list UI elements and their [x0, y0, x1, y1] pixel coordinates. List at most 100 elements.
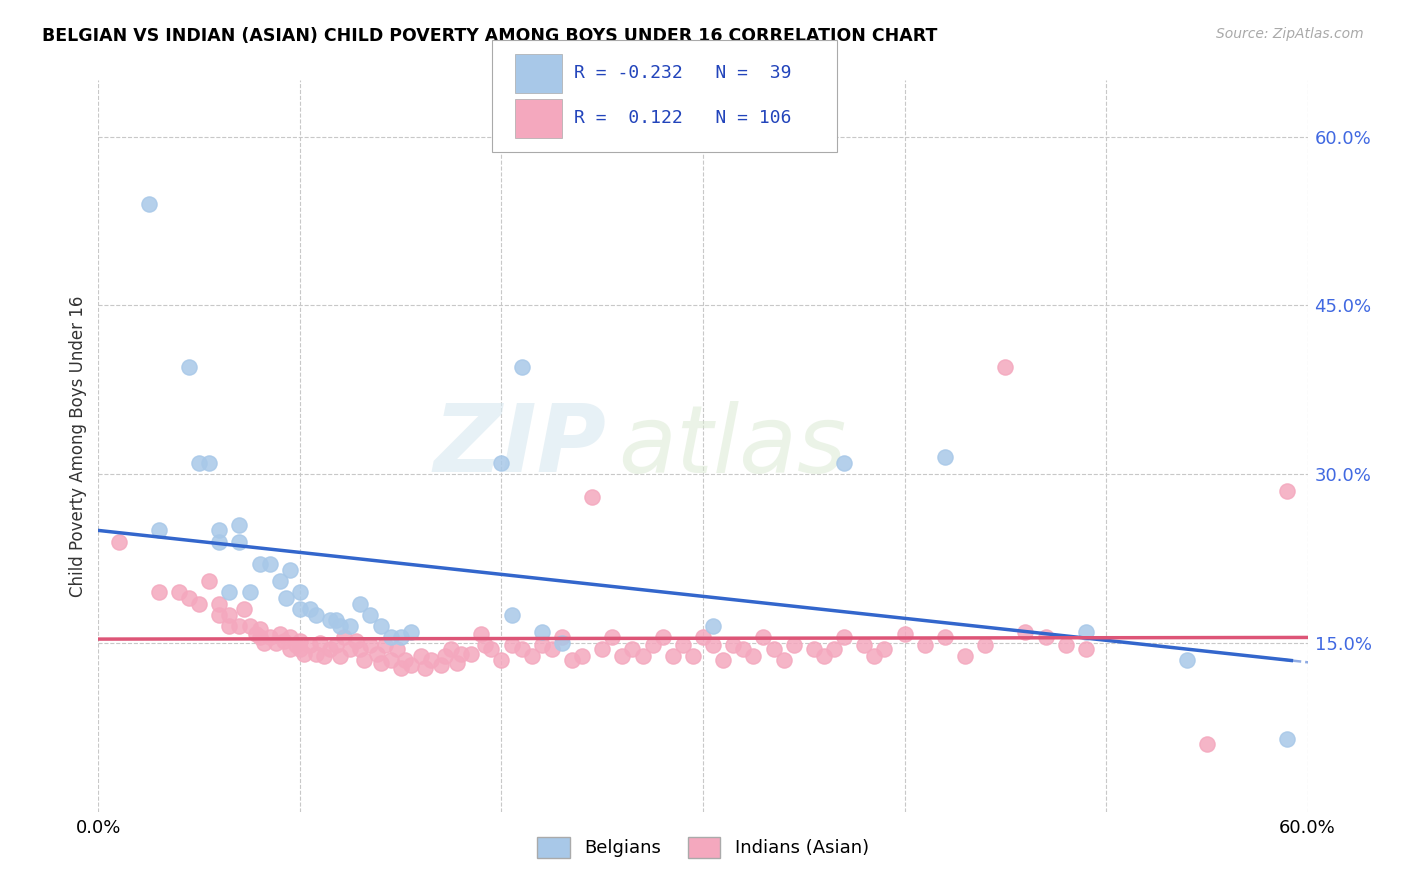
Point	[551, 636, 574, 650]
Point	[239, 585, 262, 599]
Point	[450, 647, 472, 661]
Point	[934, 630, 956, 644]
Point	[339, 641, 361, 656]
Point	[934, 450, 956, 465]
Point	[551, 630, 574, 644]
Point	[349, 597, 371, 611]
Point	[349, 641, 371, 656]
Point	[641, 638, 664, 652]
Point	[571, 649, 593, 664]
Point	[474, 638, 496, 652]
Text: atlas: atlas	[619, 401, 846, 491]
Point	[420, 653, 443, 667]
Point	[198, 456, 221, 470]
Point	[249, 623, 271, 637]
Point	[1074, 624, 1097, 639]
Point	[723, 638, 745, 652]
Point	[853, 638, 876, 652]
Point	[232, 602, 254, 616]
Point	[1074, 641, 1097, 656]
Point	[179, 591, 201, 605]
Point	[711, 653, 734, 667]
Point	[299, 638, 322, 652]
Point	[344, 633, 367, 648]
Point	[249, 557, 271, 571]
Text: R = -0.232   N =  39: R = -0.232 N = 39	[574, 64, 792, 82]
Point	[239, 619, 262, 633]
Point	[278, 563, 301, 577]
Point	[167, 585, 190, 599]
Point	[692, 630, 714, 644]
Point	[783, 638, 806, 652]
Point	[274, 591, 297, 605]
Point	[269, 627, 291, 641]
Point	[631, 649, 654, 664]
Point	[682, 649, 704, 664]
Point	[218, 585, 240, 599]
Point	[278, 641, 301, 656]
Point	[288, 641, 311, 656]
Point	[762, 641, 785, 656]
Point	[188, 597, 211, 611]
Point	[651, 630, 673, 644]
Point	[530, 624, 553, 639]
Point	[612, 649, 634, 664]
Point	[399, 658, 422, 673]
Point	[832, 456, 855, 470]
Point	[259, 557, 281, 571]
Point	[953, 649, 976, 664]
Point	[188, 456, 211, 470]
Point	[253, 636, 276, 650]
Point	[481, 641, 503, 656]
Point	[380, 630, 402, 644]
Point	[661, 649, 683, 664]
Point	[460, 647, 482, 661]
Point	[602, 630, 624, 644]
Point	[288, 633, 311, 648]
Point	[994, 360, 1017, 375]
Point	[374, 638, 396, 652]
Point	[228, 534, 250, 549]
Point	[305, 647, 328, 661]
Point	[1035, 630, 1057, 644]
Point	[329, 619, 352, 633]
Point	[288, 602, 311, 616]
Point	[873, 641, 896, 656]
Point	[1014, 624, 1036, 639]
Point	[914, 638, 936, 652]
Point	[339, 619, 361, 633]
Point	[353, 653, 375, 667]
Point	[208, 524, 231, 538]
Point	[264, 636, 287, 650]
Point	[803, 641, 825, 656]
Point	[314, 649, 336, 664]
Point	[249, 630, 271, 644]
Point	[752, 630, 775, 644]
Point	[389, 661, 412, 675]
Point	[179, 360, 201, 375]
Point	[385, 641, 408, 656]
Legend: Belgians, Indians (Asian): Belgians, Indians (Asian)	[530, 830, 876, 865]
Point	[278, 630, 301, 644]
Point	[491, 456, 513, 470]
Point	[1175, 653, 1198, 667]
Text: R =  0.122   N = 106: R = 0.122 N = 106	[574, 110, 792, 128]
Point	[288, 585, 311, 599]
Y-axis label: Child Poverty Among Boys Under 16: Child Poverty Among Boys Under 16	[69, 295, 87, 597]
Point	[672, 638, 695, 652]
Point	[501, 607, 523, 622]
Point	[409, 649, 432, 664]
Point	[561, 653, 583, 667]
Point	[325, 638, 347, 652]
Point	[832, 630, 855, 644]
Point	[299, 602, 322, 616]
Point	[581, 490, 603, 504]
Point	[702, 638, 724, 652]
Point	[309, 636, 332, 650]
Point	[440, 641, 463, 656]
Point	[510, 360, 533, 375]
Point	[148, 585, 170, 599]
Point	[370, 619, 392, 633]
Point	[360, 638, 382, 652]
Point	[399, 624, 422, 639]
